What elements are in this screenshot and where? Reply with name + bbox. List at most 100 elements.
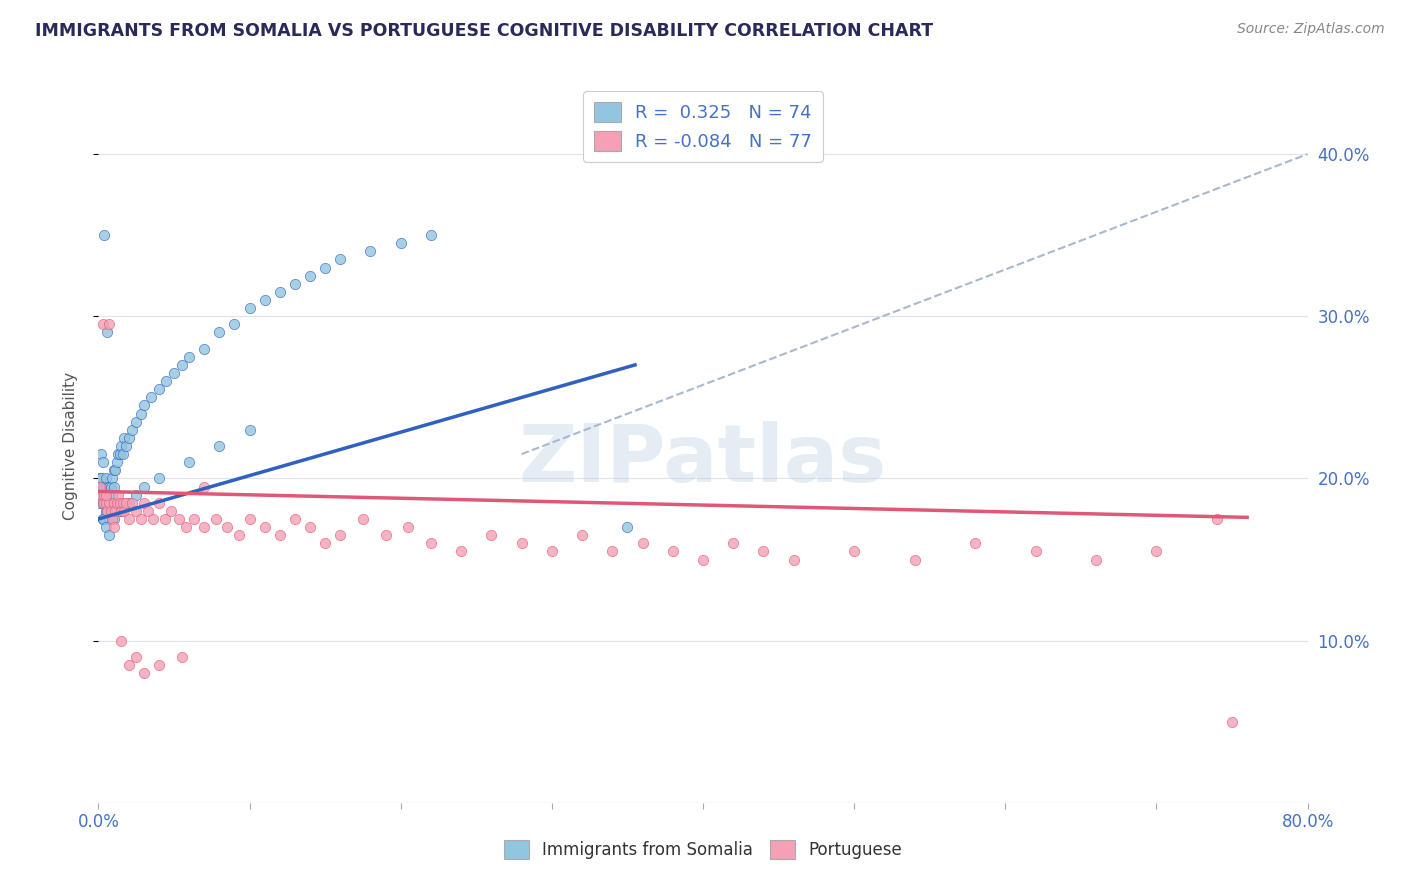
Point [141,390,163,404]
Point [420,228,443,243]
Point [125,504,148,518]
Point [90,471,112,485]
Point [148,382,170,396]
Point [661,544,683,558]
Point [329,252,352,267]
Point [253,293,276,307]
Point [96,504,118,518]
Point [299,520,322,534]
Point [98,496,121,510]
Point [101,488,124,502]
Point [94,520,117,534]
Point [160,504,183,518]
Point [153,512,176,526]
Point [179,350,201,364]
Point [103,512,125,526]
Point [142,512,165,526]
Point [125,488,148,502]
Point [105,455,128,469]
Point [98,528,121,542]
Text: IMMIGRANTS FROM SOMALIA VS PORTUGUESE COGNITIVE DISABILITY CORRELATION CHART: IMMIGRANTS FROM SOMALIA VS PORTUGUESE CO… [35,22,934,40]
Point [98,318,121,332]
Point [118,496,141,510]
Point [723,536,745,550]
Point [314,536,336,550]
Point [103,496,125,510]
Point [96,479,118,493]
Point [284,277,307,291]
Point [110,633,132,648]
Point [112,431,135,445]
Point [90,488,112,502]
Point [228,528,250,542]
Point [314,260,336,275]
Point [1206,512,1229,526]
Point [1220,714,1243,729]
Point [121,423,143,437]
Point [129,407,152,421]
Point [98,479,121,493]
Point [110,504,132,518]
Point [98,496,121,510]
Point [389,236,412,251]
Point [269,285,291,299]
Point [110,504,132,518]
Point [112,504,135,518]
Point [284,512,307,526]
Point [1085,552,1108,566]
Point [329,528,352,542]
Point [253,520,276,534]
Point [155,374,177,388]
Point [103,520,125,534]
Point [752,544,775,558]
Point [90,447,112,461]
Point [1024,544,1046,558]
Point [91,512,114,526]
Point [205,512,228,526]
Point [118,657,141,672]
Point [94,471,117,485]
Point [93,228,115,243]
Point [904,552,927,566]
Point [148,496,170,510]
Point [93,496,115,510]
Point [118,512,141,526]
Point [224,318,246,332]
Point [89,479,111,493]
Point [193,342,215,356]
Point [100,496,122,510]
Point [1144,544,1167,558]
Point [94,488,117,502]
Point [108,496,131,510]
Point [183,512,205,526]
Point [170,649,193,664]
Point [179,455,201,469]
Point [269,528,291,542]
Point [101,512,124,526]
Point [91,479,114,493]
Point [420,536,443,550]
Point [91,512,114,526]
Point [89,479,111,493]
Point [114,496,136,510]
Point [631,536,654,550]
Point [93,512,115,526]
Point [98,512,121,526]
Point [96,504,118,518]
Point [167,512,190,526]
Point [239,423,262,437]
Point [91,318,114,332]
Point [481,528,503,542]
Point [111,496,134,510]
Point [450,544,472,558]
Point [94,504,117,518]
Point [136,504,159,518]
Point [174,520,197,534]
Point [103,479,125,493]
Point [129,512,152,526]
Point [163,366,186,380]
Point [396,520,419,534]
Point [571,528,593,542]
Point [125,415,148,429]
Text: ZIPatlas: ZIPatlas [519,421,887,500]
